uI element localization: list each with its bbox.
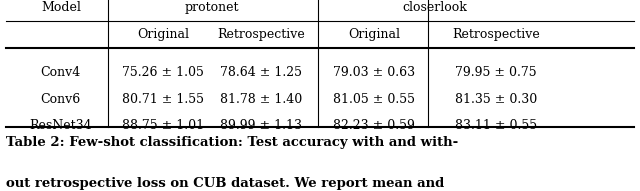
Text: Model: Model	[41, 1, 81, 14]
Text: ResNet34: ResNet34	[29, 119, 92, 132]
Text: closerlook: closerlook	[403, 1, 468, 14]
Text: 81.05 ± 0.55: 81.05 ± 0.55	[333, 93, 415, 106]
Text: Retrospective: Retrospective	[217, 28, 305, 41]
Text: Original: Original	[137, 28, 189, 41]
Text: 89.99 ± 1.13: 89.99 ± 1.13	[220, 119, 302, 132]
Text: 82.23 ± 0.59: 82.23 ± 0.59	[333, 119, 415, 132]
Text: Conv4: Conv4	[41, 66, 81, 79]
Text: out retrospective loss on CUB dataset. We report mean and: out retrospective loss on CUB dataset. W…	[6, 177, 445, 190]
Text: 81.78 ± 1.40: 81.78 ± 1.40	[220, 93, 302, 106]
Text: 79.95 ± 0.75: 79.95 ± 0.75	[455, 66, 537, 79]
Text: 79.03 ± 0.63: 79.03 ± 0.63	[333, 66, 415, 79]
Text: Conv6: Conv6	[41, 93, 81, 106]
Text: Original: Original	[348, 28, 401, 41]
Text: Retrospective: Retrospective	[452, 28, 540, 41]
Text: 83.11 ± 0.55: 83.11 ± 0.55	[455, 119, 537, 132]
Text: protonet: protonet	[185, 1, 239, 14]
Text: 81.35 ± 0.30: 81.35 ± 0.30	[455, 93, 537, 106]
Text: 88.75 ± 1.01: 88.75 ± 1.01	[122, 119, 204, 132]
Text: 75.26 ± 1.05: 75.26 ± 1.05	[122, 66, 204, 79]
Text: 80.71 ± 1.55: 80.71 ± 1.55	[122, 93, 204, 106]
Text: Table 2: Few-shot classification: Test accuracy with and with-: Table 2: Few-shot classification: Test a…	[6, 136, 459, 149]
Text: 78.64 ± 1.25: 78.64 ± 1.25	[220, 66, 302, 79]
